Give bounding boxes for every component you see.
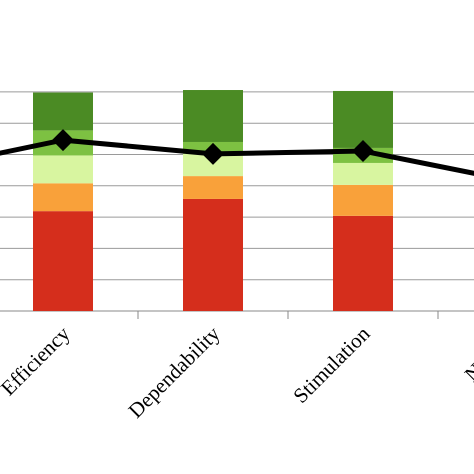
x-tick-label: Efficiency bbox=[0, 321, 75, 400]
x-tick-label: Novelty bbox=[460, 321, 474, 386]
bar-segment bbox=[33, 155, 93, 184]
bar-segment bbox=[183, 198, 243, 311]
bar-segment bbox=[333, 184, 393, 216]
bar-segment bbox=[183, 176, 243, 199]
mean-marker bbox=[352, 140, 374, 163]
bar-segment bbox=[33, 211, 93, 311]
bar-segment bbox=[33, 92, 93, 131]
bar-segment bbox=[333, 215, 393, 311]
bar-segment bbox=[333, 90, 393, 148]
bar-segment bbox=[183, 90, 243, 142]
x-tick-label: Stimulation bbox=[288, 321, 375, 408]
bar-segment bbox=[33, 183, 93, 212]
x-tick-label: Dependability bbox=[123, 321, 224, 422]
mean-marker bbox=[52, 129, 74, 152]
mean-marker bbox=[202, 142, 224, 165]
bar-segment bbox=[333, 162, 393, 185]
